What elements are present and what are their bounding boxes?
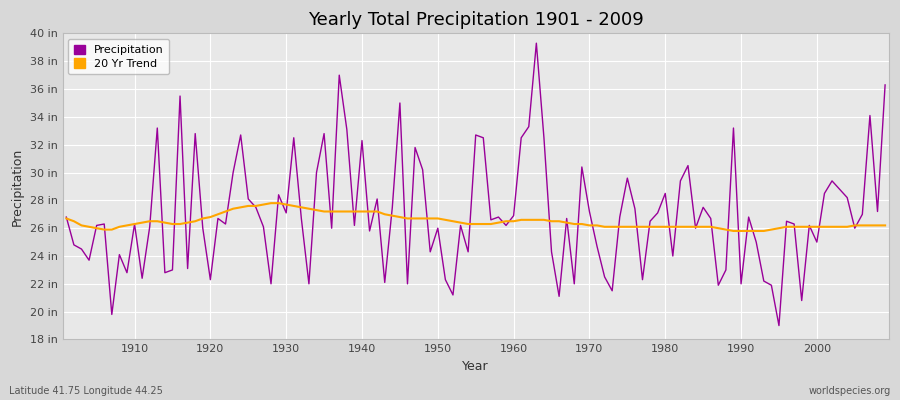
Title: Yearly Total Precipitation 1901 - 2009: Yearly Total Precipitation 1901 - 2009 (308, 11, 644, 29)
20 Yr Trend (516, 218, 526, 222)
Precipitation (61, 215, 72, 220)
Precipitation (774, 323, 785, 328)
Line: 20 Yr Trend: 20 Yr Trend (67, 203, 885, 231)
Precipitation (500, 223, 511, 228)
20 Yr Trend (607, 224, 617, 229)
Y-axis label: Precipitation: Precipitation (11, 147, 24, 226)
Precipitation (531, 41, 542, 46)
X-axis label: Year: Year (463, 360, 489, 373)
Precipitation (508, 213, 519, 218)
20 Yr Trend (122, 223, 132, 228)
Legend: Precipitation, 20 Yr Trend: Precipitation, 20 Yr Trend (68, 39, 169, 74)
Precipitation (879, 82, 890, 87)
Precipitation (334, 73, 345, 78)
20 Yr Trend (879, 223, 890, 228)
20 Yr Trend (728, 228, 739, 233)
Precipitation (288, 135, 299, 140)
20 Yr Trend (341, 209, 352, 214)
20 Yr Trend (266, 201, 276, 206)
Text: worldspecies.org: worldspecies.org (809, 386, 891, 396)
20 Yr Trend (61, 216, 72, 221)
Line: Precipitation: Precipitation (67, 43, 885, 326)
Precipitation (607, 288, 617, 293)
Precipitation (122, 270, 132, 275)
20 Yr Trend (296, 205, 307, 210)
Text: Latitude 41.75 Longitude 44.25: Latitude 41.75 Longitude 44.25 (9, 386, 163, 396)
20 Yr Trend (508, 219, 519, 224)
